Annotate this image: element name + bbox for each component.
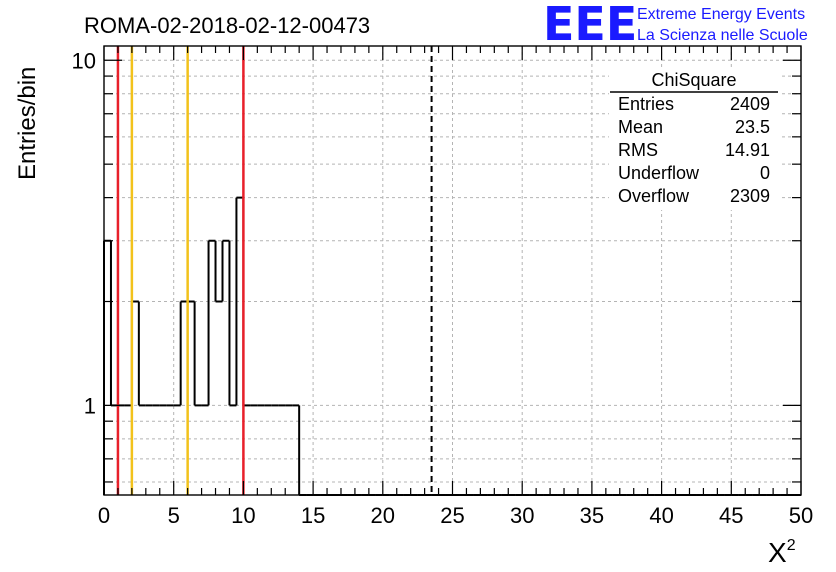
stats-title: ChiSquare [651,70,736,90]
axis-ticks [103,46,802,495]
x-tick-labels: 0 5 10 15 20 25 30 35 40 45 50 [98,503,813,528]
eee-logo: EEE Extreme Energy Events La Scienza nel… [543,0,808,51]
logo-mark: EEE [543,0,637,51]
stats-label: Entries [618,94,674,114]
y-tick-labels: 1 10 [72,48,96,418]
x-tick-label: 30 [510,503,534,528]
stats-box-bg [609,70,779,210]
stats-label: Underflow [618,163,700,183]
stats-label: RMS [618,140,658,160]
chart-title: ROMA-02-2018-02-12-00473 [84,13,370,38]
x-axis-label: X2 [768,537,796,568]
x-tick-label: 5 [168,503,180,528]
stats-value: 14.91 [725,140,770,160]
x-tick-label: 10 [231,503,255,528]
stats-value: 23.5 [735,117,770,137]
x-tick-label: 0 [98,503,110,528]
stats-label: Mean [618,117,663,137]
x-tick-label: 35 [580,503,604,528]
y-tick-label: 10 [72,48,96,73]
x-tick-label: 25 [440,503,464,528]
x-tick-label: 20 [371,503,395,528]
stats-rows: Entries 2409 Mean 23.5 RMS 14.91 Underflow 0 Ove… [618,94,770,206]
marker-lines [116,46,433,495]
x-tick-label: 15 [301,503,325,528]
stats-box: ChiSquare Entries 2409 Mean 23.5 RMS 14.91 Und… [609,70,779,210]
logo-line-2: La Scienza nelle Scuole [637,27,808,44]
stats-label: Overflow [618,186,690,206]
x-axis-label-main: X [768,537,787,568]
x-tick-label: 40 [649,503,673,528]
x-tick-label: 45 [719,503,743,528]
logo-line-1: Extreme Energy Events [637,6,805,23]
x-tick-label: 50 [789,503,813,528]
stats-value: 2309 [730,186,770,206]
stats-value: 2409 [730,94,770,114]
y-tick-label: 1 [84,393,96,418]
x-axis-label-sup: 2 [787,537,796,554]
stats-value: 0 [760,163,770,183]
y-axis-label: Entries/bin [14,67,41,180]
